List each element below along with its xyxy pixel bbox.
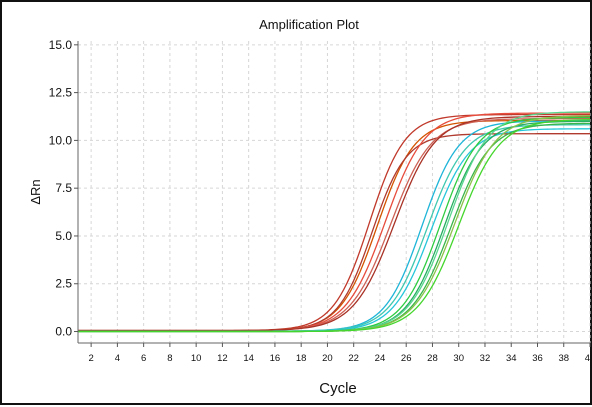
y-tick-label: 7.5 <box>55 181 72 195</box>
y-tick-labels: 0.0 2.5 5.0 7.5 10.0 12.5 15.0 <box>49 38 78 339</box>
y-axis-label: ΔRn <box>28 179 43 204</box>
x-tick-label: 6 <box>141 353 146 364</box>
x-tick-label: 12 <box>217 353 228 364</box>
amplification-curve-green <box>78 119 591 333</box>
x-tick-label: 18 <box>296 353 307 364</box>
x-axis-label: Cycle <box>319 380 357 397</box>
x-tick-label: 4 <box>115 353 120 364</box>
y-tick-label: 15.0 <box>49 38 73 52</box>
x-tick-label: 36 <box>532 353 543 364</box>
x-tick-label: 10 <box>191 353 202 364</box>
y-tick-label: 2.5 <box>55 277 72 291</box>
axes <box>77 41 590 344</box>
y-tick-label: 5.0 <box>55 229 72 243</box>
y-tick-label: 12.5 <box>49 86 73 100</box>
x-tick-label: 14 <box>243 353 254 364</box>
x-tick-label: 28 <box>427 353 438 364</box>
x-tick-label: 24 <box>375 353 386 364</box>
x-tick-label: 22 <box>348 353 359 364</box>
x-tick-label: 38 <box>558 353 569 364</box>
x-tick-label: 30 <box>453 353 464 364</box>
x-tick-label: 32 <box>480 353 491 364</box>
chart-title: Amplification Plot <box>259 17 359 32</box>
curves-layer <box>78 111 591 333</box>
x-tick-label: 40 <box>585 353 592 364</box>
x-tick-labels: 246810121416182022242628303234363840 <box>88 343 592 364</box>
x-tick-label: 8 <box>167 353 172 364</box>
x-tick-label: 16 <box>270 353 281 364</box>
y-tick-label: 0.0 <box>55 325 72 339</box>
x-tick-label: 2 <box>88 353 93 364</box>
x-tick-label: 26 <box>401 353 412 364</box>
y-tick-label: 10.0 <box>49 133 73 147</box>
x-tick-label: 20 <box>322 353 333 364</box>
x-tick-label: 34 <box>506 353 517 364</box>
plot-area <box>78 41 590 343</box>
